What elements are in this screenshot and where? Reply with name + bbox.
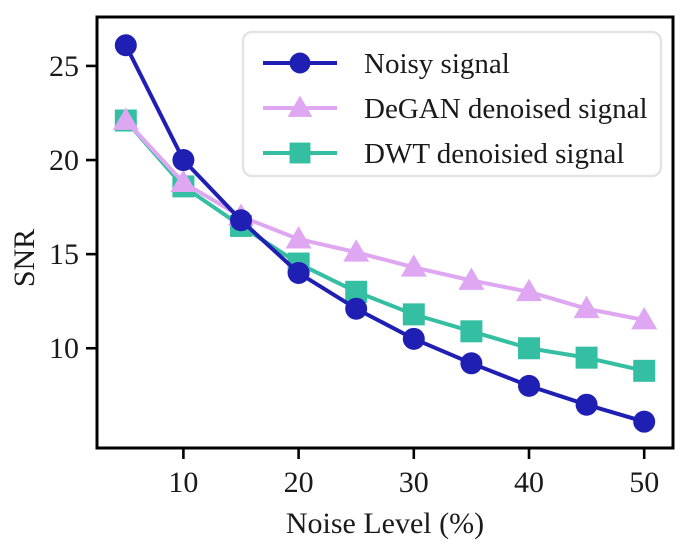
x-tick-label: 10 [168,466,198,499]
marker-triangle [343,239,370,262]
y-axis-ticks: 10 15 20 25 [49,50,97,365]
marker-circle [460,352,483,375]
data-series-group [112,34,658,433]
legend-item-3[interactable]: DWT denoisied signal [263,138,624,170]
marker-circle [402,327,425,350]
marker-circle [230,209,252,232]
series-line [123,43,647,424]
marker-circle [345,297,368,320]
marker-square [402,303,425,326]
marker-triangle [631,307,658,330]
x-axis-title: Noise Level (%) [286,507,484,540]
marker-triangle [287,95,313,117]
marker-square [345,280,368,303]
plot-frame [95,15,675,450]
x-tick-label: 20 [284,466,314,499]
legend-item-1[interactable]: Noisy signal [263,48,510,80]
legend-items: Noisy signal DeGAN denoised signal DWT den… [263,48,648,170]
x-tick-label: 50 [629,466,659,499]
marker-circle [633,410,656,433]
marker-circle [518,374,540,397]
marker-circle [289,52,311,74]
y-tick-label: 10 [49,332,79,365]
y-tick-label: 25 [49,50,79,83]
marker-triangle [285,226,312,249]
x-tick-label: 30 [399,466,429,499]
y-tick-label: 15 [49,238,79,271]
marker-square [575,346,598,369]
x-tick-label: 40 [514,466,544,499]
marker-triangle [516,278,542,302]
series-line [123,118,647,323]
legend-background [241,30,663,178]
marker-circle [575,393,598,416]
y-axis-title: SNR [8,229,41,287]
marker-triangle [573,295,600,319]
marker-triangle [458,267,485,290]
marker-triangle [400,254,427,277]
legend-item-2[interactable]: DeGAN denoised signal [263,93,648,125]
marker-square [289,142,311,164]
legend-label: DWT denoisied signal [364,138,624,170]
marker-triangle [170,169,197,192]
marker-circle [287,261,310,284]
series-1 [114,34,656,433]
series-2 [112,107,658,330]
marker-circle [114,34,137,57]
marker-square [518,337,540,360]
plot-area-group [95,15,675,450]
marker-square [633,359,656,382]
x-axis-ticks: 10 20 30 40 50 [168,448,659,499]
series-line [123,118,647,373]
legend-label: DeGAN denoised signal [364,93,648,125]
marker-circle [172,149,195,172]
legend-label: Noisy signal [364,48,510,80]
chart-legend: Noisy signal DeGAN denoised signal DWT den… [241,30,663,178]
marker-triangle [112,107,139,130]
marker-square [460,320,483,343]
y-tick-label: 20 [49,144,79,177]
